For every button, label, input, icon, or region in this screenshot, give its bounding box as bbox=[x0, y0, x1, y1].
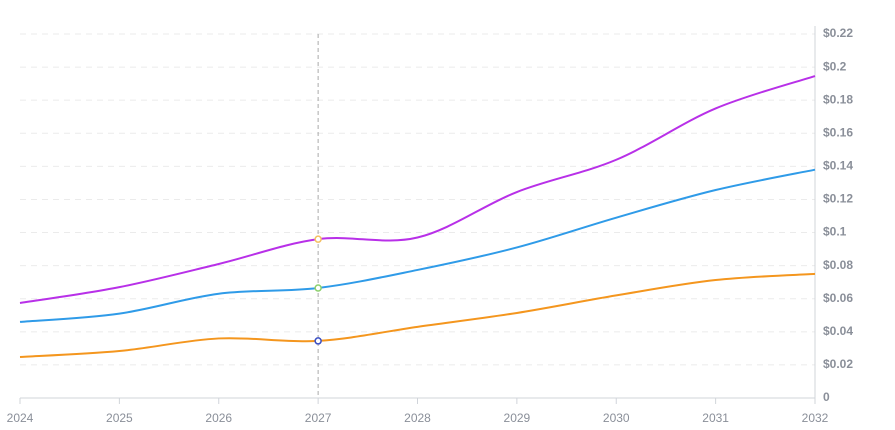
y-tick-label: $0.1 bbox=[823, 225, 847, 239]
y-tick-label: $0.16 bbox=[823, 125, 853, 139]
hover-marker bbox=[314, 337, 322, 345]
x-tick-label: 2026 bbox=[205, 411, 232, 425]
y-tick-label: $0.14 bbox=[823, 159, 853, 173]
x-tick-label: 2030 bbox=[603, 411, 630, 425]
y-tick-label: $0.18 bbox=[823, 92, 853, 106]
y-tick-label: 0 bbox=[823, 390, 830, 404]
x-tick-label: 2024 bbox=[7, 411, 34, 425]
y-tick-label: $0.22 bbox=[823, 26, 853, 40]
series-line bbox=[19, 75, 816, 305]
x-tick-label: 2029 bbox=[504, 411, 531, 425]
series-line bbox=[19, 168, 816, 323]
y-tick-label: $0.06 bbox=[823, 291, 853, 305]
x-tick-label: 2031 bbox=[702, 411, 729, 425]
x-tick-label: 2028 bbox=[404, 411, 431, 425]
hover-marker bbox=[314, 284, 322, 292]
y-tick-label: $0.12 bbox=[823, 192, 853, 206]
y-tick-label: $0.02 bbox=[823, 357, 853, 371]
y-tick-label: $0.04 bbox=[823, 324, 853, 338]
y-tick-label: $0.08 bbox=[823, 258, 853, 272]
series-line bbox=[19, 272, 816, 358]
x-tick-label: 2027 bbox=[305, 411, 332, 425]
x-tick-label: 2025 bbox=[106, 411, 133, 425]
x-tick-label: 2032 bbox=[802, 411, 829, 425]
y-tick-label: $0.2 bbox=[823, 59, 847, 73]
hover-marker bbox=[314, 235, 322, 243]
